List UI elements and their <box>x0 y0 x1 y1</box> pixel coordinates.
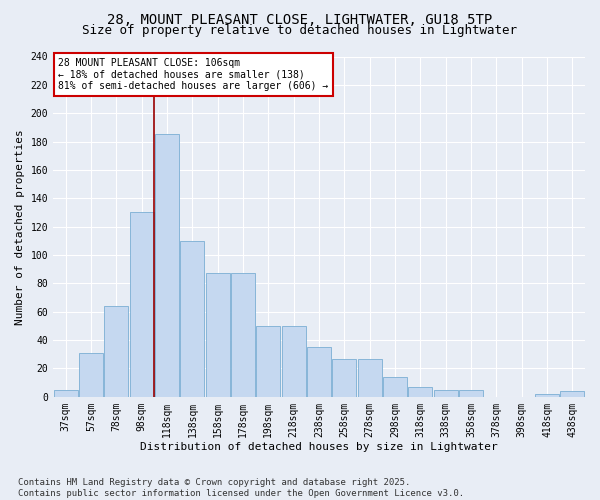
Bar <box>332 358 356 397</box>
Bar <box>181 241 205 397</box>
Text: Contains HM Land Registry data © Crown copyright and database right 2025.
Contai: Contains HM Land Registry data © Crown c… <box>18 478 464 498</box>
Bar <box>206 274 230 397</box>
Bar <box>104 306 128 397</box>
Bar <box>130 212 154 397</box>
Text: 28, MOUNT PLEASANT CLOSE, LIGHTWATER, GU18 5TP: 28, MOUNT PLEASANT CLOSE, LIGHTWATER, GU… <box>107 12 493 26</box>
Text: Size of property relative to detached houses in Lightwater: Size of property relative to detached ho… <box>83 24 517 37</box>
Bar <box>434 390 458 397</box>
Bar <box>409 387 433 397</box>
Bar <box>281 326 306 397</box>
Y-axis label: Number of detached properties: Number of detached properties <box>15 129 25 324</box>
Bar <box>79 353 103 397</box>
Text: 28 MOUNT PLEASANT CLOSE: 106sqm
← 18% of detached houses are smaller (138)
81% o: 28 MOUNT PLEASANT CLOSE: 106sqm ← 18% of… <box>58 58 329 92</box>
Bar <box>256 326 280 397</box>
Bar <box>155 134 179 397</box>
Bar <box>459 390 483 397</box>
Bar <box>358 358 382 397</box>
Bar <box>231 274 255 397</box>
Bar <box>307 347 331 397</box>
Bar <box>560 391 584 397</box>
X-axis label: Distribution of detached houses by size in Lightwater: Distribution of detached houses by size … <box>140 442 498 452</box>
Bar <box>53 390 78 397</box>
Bar <box>383 377 407 397</box>
Bar <box>535 394 559 397</box>
